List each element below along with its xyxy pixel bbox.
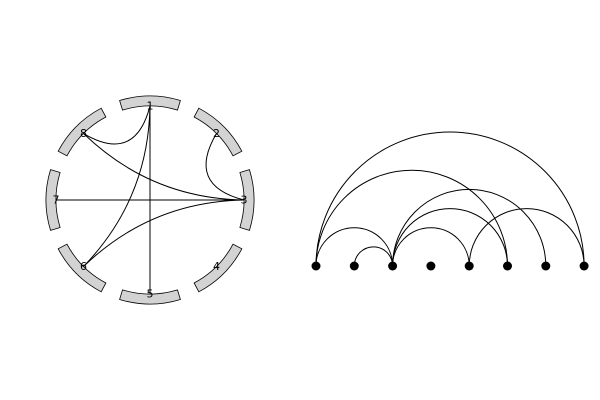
arc-edges: [315, 131, 585, 267]
chord-edge-3-6: [83, 199, 245, 267]
chord-segments: [45, 95, 255, 305]
arc-edge-1-8: [315, 131, 585, 267]
chord-label-6: 6: [80, 260, 87, 273]
arc-edge-1-3: [315, 227, 394, 267]
chord-segment-1: [119, 95, 181, 111]
arc-node-1: [311, 261, 321, 271]
chord-edge-3-8: [83, 133, 245, 201]
arc-node-3: [388, 261, 398, 271]
arc-node-6: [503, 261, 512, 271]
arc-edge-3-5: [392, 227, 470, 267]
chord-labels: 1 2 3 4 5 6 7 8: [53, 100, 248, 301]
arc-node-5: [464, 261, 474, 271]
chord-segment-2: [193, 107, 243, 157]
chord-edge-1-6: [83, 105, 151, 267]
chord-label-8: 8: [80, 127, 87, 140]
chord-diagram: 1 2 3 4 5 6 7 8: [45, 95, 255, 305]
chord-segment-3: [239, 169, 255, 231]
arc-edge-1-6: [315, 169, 508, 267]
chord-label-3: 3: [241, 194, 248, 207]
arc-node-7: [541, 261, 551, 271]
chord-segment-5: [119, 289, 181, 305]
arc-edge-3-6: [392, 208, 508, 267]
arc-diagram: [311, 131, 589, 271]
arc-node-2: [349, 261, 359, 271]
arc-edge-3-7: [392, 188, 547, 267]
chord-segment-6: [57, 243, 107, 293]
chord-label-2: 2: [213, 127, 220, 140]
chord-label-7: 7: [53, 194, 60, 207]
arc-node-4: [426, 261, 436, 271]
chord-edge-2-3: [205, 133, 245, 201]
arc-node-8: [579, 261, 589, 271]
chord-edge-1-8: [83, 105, 151, 145]
chord-label-5: 5: [147, 288, 154, 301]
chord-label-1: 1: [147, 100, 154, 113]
arc-nodes: [311, 261, 589, 271]
chord-edges: [56, 105, 245, 294]
chord-segment-7: [45, 169, 61, 231]
arc-edge-2-3: [353, 246, 394, 267]
chord-label-4: 4: [213, 260, 220, 273]
chord-segment-8: [57, 107, 107, 157]
chord-segment-4: [193, 243, 243, 293]
arc-edge-5-8: [468, 208, 585, 267]
